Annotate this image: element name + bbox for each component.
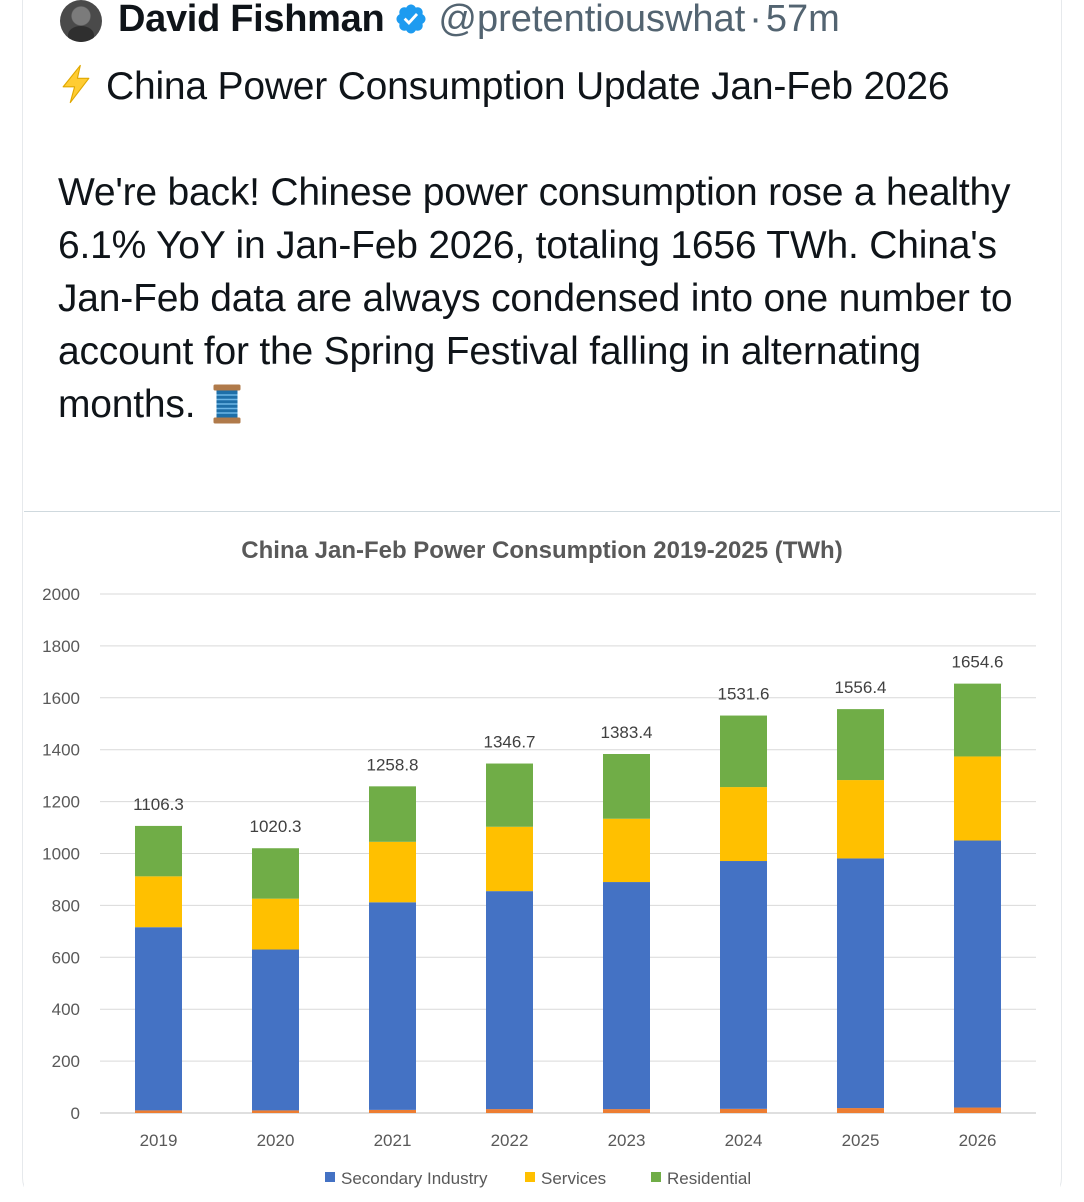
bar-segment-services (252, 898, 299, 950)
x-tick-label: 2019 (140, 1131, 178, 1150)
y-tick-label: 1000 (42, 845, 80, 864)
y-tick-label: 600 (52, 948, 80, 967)
thread-spool-icon (213, 384, 241, 424)
legend-swatch (325, 1172, 335, 1182)
stacked-bar-chart: China Jan-Feb Power Consumption 2019-202… (42, 537, 1036, 1188)
bar-segment-secondary (252, 949, 299, 1111)
bar-segment-services (720, 787, 767, 862)
bar-segment-residential (486, 763, 533, 827)
lightning-bolt-icon (62, 64, 90, 104)
bar-total-label: 1531.6 (718, 685, 770, 704)
y-tick-label: 1600 (42, 689, 80, 708)
bar-segment-primary (954, 1107, 1001, 1113)
bar-segment-services (837, 780, 884, 859)
bar-segment-primary (135, 1110, 182, 1113)
bar-total-label: 1258.8 (367, 755, 419, 774)
avatar[interactable] (60, 0, 102, 42)
bar-segment-residential (369, 786, 416, 842)
y-tick-label: 200 (52, 1052, 80, 1071)
verified-badge-icon (396, 4, 426, 34)
bar-segment-secondary (954, 840, 1001, 1108)
header-separator: · (749, 0, 762, 40)
legend-label: Residential (667, 1169, 751, 1188)
bar-total-label: 1106.3 (133, 795, 184, 814)
bar-segment-secondary (603, 882, 650, 1110)
bar-segment-services (603, 818, 650, 883)
bar-segment-secondary (135, 927, 182, 1111)
bar-segment-services (369, 841, 416, 903)
legend-label: Services (541, 1169, 606, 1188)
y-tick-label: 1400 (42, 741, 80, 760)
legend-label: Secondary Industry (341, 1169, 488, 1188)
tweet-title: China Power Consumption Update Jan-Feb 2… (106, 65, 950, 108)
x-tick-label: 2026 (959, 1131, 997, 1150)
bar-segment-residential (252, 848, 299, 899)
bar-segment-services (954, 756, 1001, 841)
y-tick-label: 1800 (42, 637, 80, 656)
bar-total-label: 1654.6 (952, 653, 1004, 672)
x-tick-label: 2020 (257, 1131, 295, 1150)
bar-segment-residential (720, 715, 767, 788)
bar-segment-primary (252, 1110, 299, 1113)
chart-total-labels: 1106.3 1020.3 1258.8 1346.7 1383.4 1531.6 1556… (133, 653, 1003, 837)
tweet-text: China Power Consumption Update Jan-Feb 2… (58, 60, 1018, 431)
bar-segment-secondary (369, 902, 416, 1110)
x-tick-label: 2025 (842, 1131, 880, 1150)
chart-bars (135, 683, 1001, 1113)
tweet-timestamp[interactable]: 57m (765, 0, 840, 40)
chart-image[interactable]: China Jan-Feb Power Consumption 2019-202… (24, 511, 1060, 1202)
bar-segment-residential (954, 683, 1001, 757)
chart-gridlines (100, 593, 1036, 1114)
tweet-header: David Fishman @pretentiouswhat · 57m (118, 0, 840, 46)
tweet-title-line: China Power Consumption Update Jan-Feb 2… (58, 60, 1018, 113)
x-tick-label: 2022 (491, 1131, 529, 1150)
bar-segment-primary (720, 1108, 767, 1113)
x-tick-label: 2023 (608, 1131, 646, 1150)
bar-segment-primary (369, 1109, 416, 1113)
bar-total-label: 1020.3 (250, 817, 302, 836)
y-tick-label: 0 (71, 1104, 80, 1123)
bar-segment-residential (603, 754, 650, 819)
y-tick-label: 2000 (42, 585, 80, 604)
legend-swatch (525, 1172, 535, 1182)
bar-segment-secondary (837, 858, 884, 1109)
tweet-body-paragraph: We're back! Chinese power consumption ro… (58, 166, 1018, 431)
author-handle[interactable]: @pretentiouswhat (438, 0, 746, 40)
y-tick-label: 400 (52, 1000, 80, 1019)
bar-segment-secondary (720, 861, 767, 1109)
bar-segment-residential (837, 709, 884, 781)
x-tick-label: 2024 (725, 1131, 763, 1150)
y-tick-label: 800 (52, 896, 80, 915)
chart-title: China Jan-Feb Power Consumption 2019-202… (241, 537, 842, 564)
chart-legend: Secondary Industry Services Residential (325, 1169, 751, 1188)
tweet-body: We're back! Chinese power consumption ro… (58, 171, 1013, 426)
legend-swatch (651, 1172, 661, 1182)
x-tick-label: 2021 (374, 1131, 412, 1150)
bar-segment-primary (486, 1109, 533, 1113)
author-name[interactable]: David Fishman (118, 0, 385, 40)
bar-total-label: 1383.4 (601, 723, 653, 742)
x-axis-ticks: 2019 2020 2021 2022 2023 2024 2025 2026 (140, 1131, 997, 1150)
bar-segment-residential (135, 825, 182, 877)
bar-segment-services (135, 876, 182, 928)
bar-segment-secondary (486, 891, 533, 1110)
bar-total-label: 1556.4 (835, 678, 887, 697)
bar-segment-services (486, 826, 533, 892)
bar-segment-primary (837, 1108, 884, 1113)
y-tick-label: 1200 (42, 793, 80, 812)
y-axis-ticks: 0 200 400 600 800 1000 1200 1400 1600 1800 2000 (42, 585, 80, 1123)
bar-total-label: 1346.7 (484, 733, 536, 752)
bar-segment-primary (603, 1109, 650, 1113)
